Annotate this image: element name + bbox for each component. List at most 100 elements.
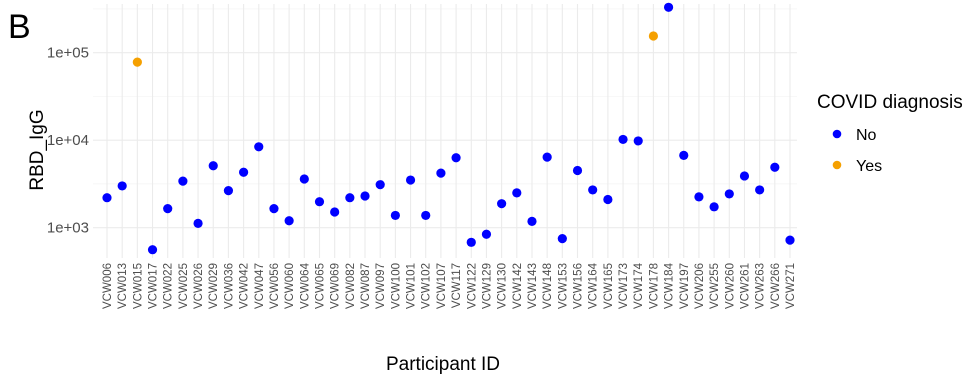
x-tick-label: VCW260	[724, 263, 736, 309]
legend-key-yes	[832, 160, 842, 170]
data-point	[451, 153, 461, 163]
x-tick-label: VCW064	[299, 262, 311, 309]
data-point	[724, 189, 734, 199]
data-point	[512, 188, 522, 198]
x-tick-label: VCW025	[178, 263, 190, 309]
data-point	[481, 229, 492, 239]
y-axis-ticks: 1e+03 1e+04 1e+05	[47, 45, 89, 237]
x-tick-label: VCW042	[239, 263, 251, 309]
data-point	[117, 181, 127, 191]
x-tick-label: VCW102	[421, 263, 433, 309]
data-point	[163, 204, 173, 214]
x-tick-label: VCW148	[542, 263, 554, 309]
data-point	[527, 216, 537, 226]
data-point	[648, 31, 659, 41]
data-points	[102, 2, 795, 255]
x-tick-label: VCW261	[739, 263, 751, 309]
x-tick-label: VCW022	[163, 263, 175, 309]
x-tick-label: VCW263	[755, 263, 767, 309]
x-tick-label: VCW060	[284, 263, 296, 309]
data-point	[603, 194, 613, 205]
legend-title: COVID diagnosis	[817, 92, 963, 113]
x-tick-label: VCW087	[360, 263, 372, 309]
x-tick-label: VCW130	[497, 263, 509, 309]
panel-label: B	[8, 8, 31, 46]
data-point	[421, 210, 431, 221]
x-tick-label: VCW107	[436, 263, 448, 309]
data-point	[785, 235, 795, 245]
data-point	[739, 171, 750, 181]
x-tick-label: VCW117	[451, 263, 463, 308]
x-tick-label: VCW173	[618, 263, 630, 309]
y-tick-label: 1e+04	[47, 132, 89, 149]
data-point	[663, 2, 674, 12]
x-tick-label: VCW184	[664, 262, 676, 309]
data-point	[314, 197, 325, 207]
data-point	[694, 192, 704, 202]
data-point	[102, 193, 112, 203]
x-tick-label: VCW013	[117, 263, 129, 309]
x-tick-label: VCW100	[390, 263, 402, 309]
legend-label-no: No	[856, 127, 877, 144]
data-point	[390, 210, 400, 221]
x-tick-label: VCW178	[648, 263, 660, 309]
x-tick-label: VCW266	[770, 263, 782, 309]
y-tick-label: 1e+05	[47, 45, 89, 62]
x-tick-label: VCW036	[223, 263, 235, 309]
data-point	[466, 237, 476, 247]
x-tick-label: VCW026	[193, 263, 205, 309]
data-point	[557, 233, 567, 244]
x-tick-label: VCW164	[588, 262, 600, 309]
data-point	[755, 185, 765, 195]
x-tick-label: VCW143	[527, 263, 539, 309]
x-tick-label: VCW056	[269, 263, 281, 309]
x-tick-label: VCW082	[345, 263, 357, 309]
data-point	[436, 168, 446, 178]
data-point	[178, 176, 188, 186]
data-point	[405, 175, 416, 185]
y-axis-title: RBD_IgG	[27, 109, 48, 190]
x-tick-label: VCW142	[512, 263, 524, 309]
legend-key-no	[832, 129, 842, 139]
x-tick-label: VCW206	[694, 263, 706, 309]
legend-label-yes: Yes	[856, 158, 882, 175]
x-tick-label: VCW065	[314, 263, 326, 309]
data-point	[299, 174, 309, 184]
data-point	[588, 185, 598, 195]
x-tick-label: VCW271	[785, 263, 797, 309]
data-point	[223, 186, 234, 196]
data-point	[269, 204, 279, 214]
data-point	[542, 152, 552, 162]
x-tick-label: VCW197	[679, 263, 691, 309]
x-tick-label: VCW029	[208, 263, 220, 309]
data-point	[284, 216, 294, 226]
data-point	[330, 207, 340, 217]
legend: COVID diagnosis No Yes	[817, 92, 963, 175]
data-point	[132, 57, 142, 67]
x-tick-label: VCW097	[375, 263, 387, 309]
data-point	[709, 202, 719, 212]
data-point	[239, 167, 249, 177]
x-tick-label: VCW015	[132, 263, 144, 309]
x-tick-label: VCW165	[603, 263, 615, 309]
x-tick-label: VCW017	[148, 263, 160, 309]
x-axis-ticks: VCW006 VCW013 VCW015 VCW017 VCW022 VCW025 VCW0…	[102, 262, 797, 309]
y-tick-label: 1e+03	[47, 220, 89, 237]
x-tick-label: VCW006	[102, 263, 114, 309]
data-point	[633, 136, 643, 146]
x-tick-label: VCW129	[481, 263, 493, 309]
data-point	[375, 180, 385, 190]
x-tick-label: VCW255	[709, 263, 721, 309]
data-point	[360, 191, 370, 201]
data-point	[618, 134, 628, 145]
x-tick-label: VCW156	[573, 263, 585, 309]
data-point	[497, 199, 507, 209]
data-point	[770, 162, 780, 172]
data-point	[147, 245, 158, 255]
x-tick-label: VCW069	[330, 263, 342, 309]
data-point	[254, 142, 264, 152]
data-point	[208, 161, 218, 171]
x-tick-label: VCW101	[406, 263, 418, 309]
x-axis-title: Participant ID	[386, 354, 500, 375]
